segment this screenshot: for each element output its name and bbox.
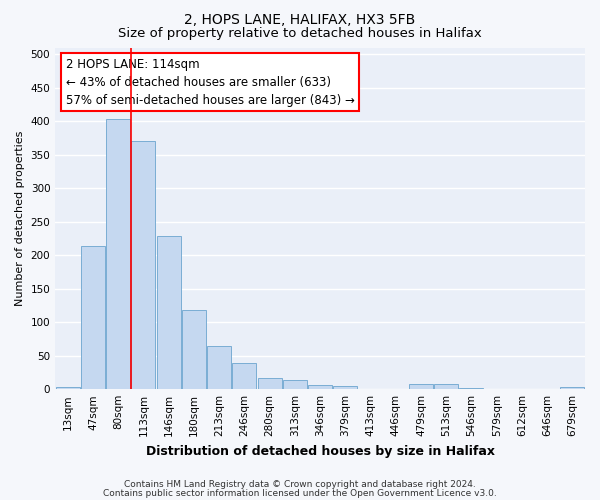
Bar xyxy=(283,380,307,389)
Bar xyxy=(106,119,130,389)
Bar xyxy=(232,363,256,389)
Bar xyxy=(56,387,80,389)
Text: Contains public sector information licensed under the Open Government Licence v3: Contains public sector information licen… xyxy=(103,488,497,498)
Y-axis label: Number of detached properties: Number of detached properties xyxy=(15,130,25,306)
Bar xyxy=(257,378,281,389)
Text: 2, HOPS LANE, HALIFAX, HX3 5FB: 2, HOPS LANE, HALIFAX, HX3 5FB xyxy=(184,12,416,26)
X-axis label: Distribution of detached houses by size in Halifax: Distribution of detached houses by size … xyxy=(146,444,494,458)
Bar xyxy=(409,384,433,389)
Text: Size of property relative to detached houses in Halifax: Size of property relative to detached ho… xyxy=(118,28,482,40)
Bar xyxy=(460,388,484,389)
Text: Contains HM Land Registry data © Crown copyright and database right 2024.: Contains HM Land Registry data © Crown c… xyxy=(124,480,476,489)
Bar xyxy=(157,236,181,389)
Bar xyxy=(131,142,155,389)
Bar xyxy=(434,384,458,389)
Text: 2 HOPS LANE: 114sqm
← 43% of detached houses are smaller (633)
57% of semi-detac: 2 HOPS LANE: 114sqm ← 43% of detached ho… xyxy=(66,58,355,107)
Bar xyxy=(308,385,332,389)
Bar xyxy=(207,346,231,389)
Bar xyxy=(334,386,357,389)
Bar xyxy=(81,246,105,389)
Bar xyxy=(182,310,206,389)
Bar xyxy=(560,387,584,389)
